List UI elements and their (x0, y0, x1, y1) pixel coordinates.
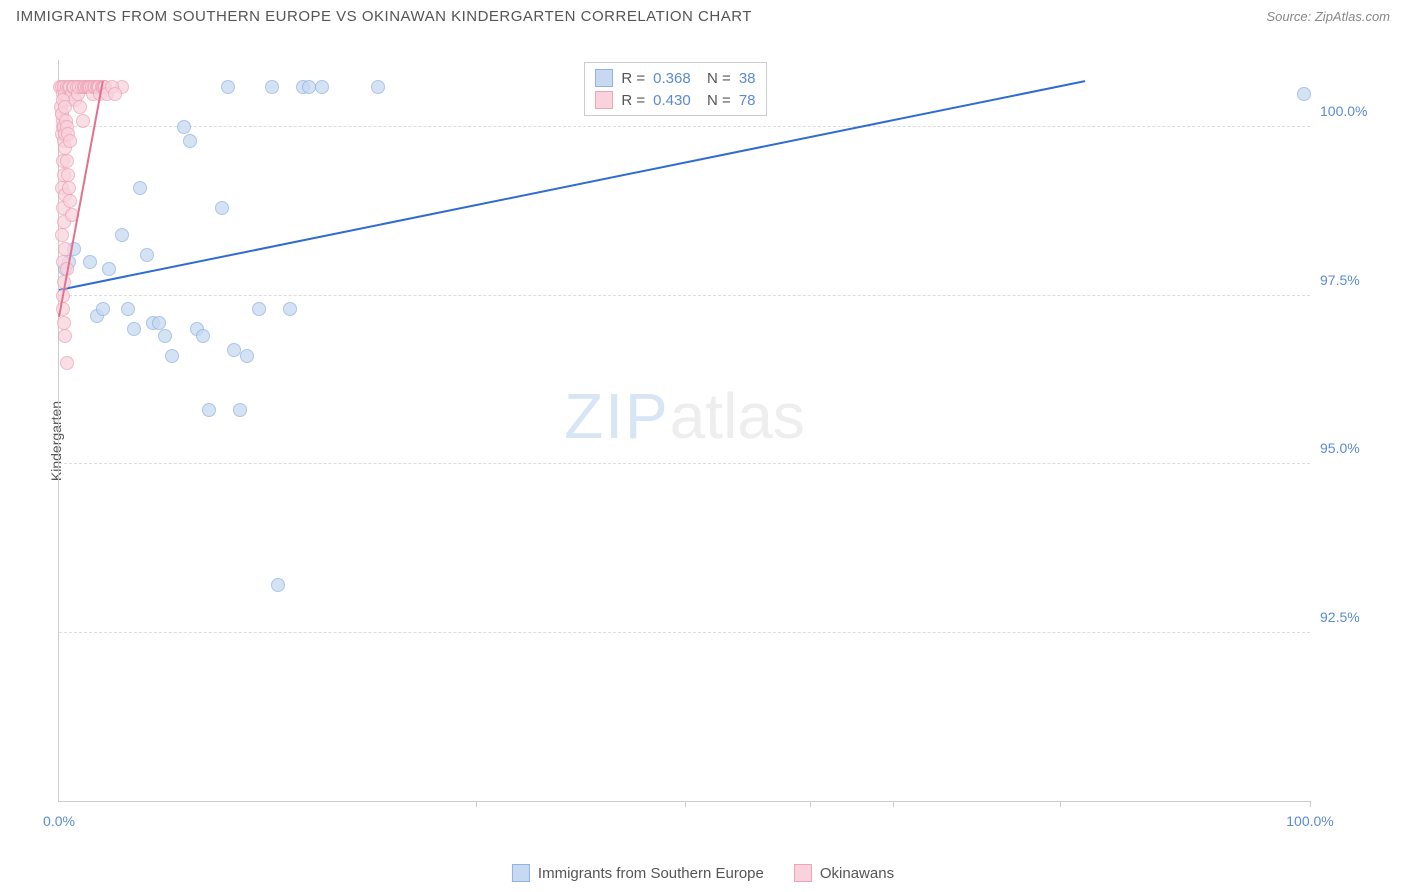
data-point (60, 356, 74, 370)
x-tick-label: 0.0% (43, 813, 75, 829)
data-point (371, 80, 385, 94)
legend-label: Immigrants from Southern Europe (538, 865, 764, 882)
data-point (165, 349, 179, 363)
data-point (58, 100, 72, 114)
data-point (196, 329, 210, 343)
x-tick-label: 100.0% (1286, 813, 1333, 829)
plot-area: ZIPatlas R = 0.368 N = 38R = 0.430 N = 7… (58, 60, 1310, 802)
legend-item: Okinawans (794, 864, 894, 882)
r-value: 0.430 (653, 92, 691, 109)
data-point (240, 349, 254, 363)
data-point (252, 302, 266, 316)
data-point (58, 329, 72, 343)
data-point (233, 403, 247, 417)
n-label: N = (699, 70, 731, 87)
data-point (121, 302, 135, 316)
data-point (127, 322, 141, 336)
chart-title: IMMIGRANTS FROM SOUTHERN EUROPE VS OKINA… (16, 8, 752, 25)
data-point (55, 228, 69, 242)
data-point (76, 114, 90, 128)
title-row: IMMIGRANTS FROM SOUTHERN EUROPE VS OKINA… (0, 0, 1406, 29)
data-point (315, 80, 329, 94)
r-label: R = (621, 70, 645, 87)
series-legend: Immigrants from Southern Europe Okinawans (512, 864, 894, 882)
source-attribution: Source: ZipAtlas.com (1266, 9, 1390, 24)
trend-line (59, 80, 1085, 291)
data-point (183, 134, 197, 148)
legend-swatch (512, 864, 530, 882)
legend-swatch (595, 69, 613, 87)
data-point (62, 181, 76, 195)
x-tick-mark (1060, 801, 1061, 807)
data-point (63, 194, 77, 208)
data-point (96, 302, 110, 316)
data-point (108, 87, 122, 101)
chart-container: Kindergarten ZIPatlas R = 0.368 N = 38R … (16, 40, 1390, 842)
data-point (102, 262, 116, 276)
data-point (73, 100, 87, 114)
data-point (202, 403, 216, 417)
data-point (271, 578, 285, 592)
x-tick-mark (893, 801, 894, 807)
data-point (221, 80, 235, 94)
data-point (215, 201, 229, 215)
correlation-legend: R = 0.368 N = 38R = 0.430 N = 78 (584, 62, 766, 116)
y-tick-label: 97.5% (1320, 272, 1380, 288)
data-point (63, 134, 77, 148)
data-point (57, 316, 71, 330)
data-point (1297, 87, 1311, 101)
legend-label: Okinawans (820, 865, 894, 882)
watermark: ZIPatlas (564, 379, 805, 453)
n-label: N = (699, 92, 731, 109)
data-point (83, 255, 97, 269)
x-tick-mark (1310, 801, 1311, 807)
data-point (115, 228, 129, 242)
legend-stat-row: R = 0.368 N = 38 (595, 67, 755, 89)
data-point (152, 316, 166, 330)
legend-swatch (794, 864, 812, 882)
x-tick-mark (685, 801, 686, 807)
gridline (59, 295, 1310, 296)
n-value: 38 (739, 70, 756, 87)
legend-swatch (595, 91, 613, 109)
data-point (158, 329, 172, 343)
gridline (59, 126, 1310, 127)
r-value: 0.368 (653, 70, 691, 87)
data-point (177, 120, 191, 134)
gridline (59, 632, 1310, 633)
x-tick-mark (476, 801, 477, 807)
data-point (283, 302, 297, 316)
data-point (140, 248, 154, 262)
y-tick-label: 92.5% (1320, 609, 1380, 625)
data-point (133, 181, 147, 195)
r-label: R = (621, 92, 645, 109)
legend-stat-row: R = 0.430 N = 78 (595, 89, 755, 111)
data-point (61, 168, 75, 182)
gridline (59, 463, 1310, 464)
data-point (265, 80, 279, 94)
legend-item: Immigrants from Southern Europe (512, 864, 764, 882)
x-tick-mark (810, 801, 811, 807)
y-tick-label: 100.0% (1320, 103, 1380, 119)
y-tick-label: 95.0% (1320, 440, 1380, 456)
data-point (60, 154, 74, 168)
n-value: 78 (739, 92, 756, 109)
